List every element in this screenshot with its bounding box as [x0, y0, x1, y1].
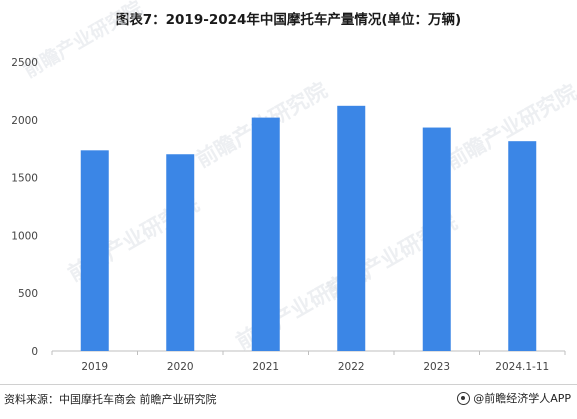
footer-divider	[0, 384, 577, 385]
y-tick-label: 2500	[11, 57, 38, 69]
bar-2019	[80, 150, 109, 351]
bar-2020	[166, 154, 195, 351]
x-axis: 2019 2020 2021 2022 2023 2024.1-11	[51, 351, 566, 373]
y-tick-label: 500	[18, 288, 38, 300]
bar-chart: 0 500 1000 1500 2000 2500 2019 2020 2021 2022 202…	[11, 57, 566, 373]
brand-label: @前瞻经济学人APP	[473, 392, 571, 405]
x-tick-label: 2020	[167, 361, 194, 373]
x-tick-label: 2021	[252, 361, 279, 373]
chart-title: 图表7：2019-2024年中国摩托车产量情况(单位：万辆)	[115, 12, 462, 28]
y-tick-label: 1500	[11, 173, 38, 185]
bar-2023	[422, 127, 451, 351]
x-tick-label: 2019	[81, 361, 108, 373]
y-tick-label: 1000	[11, 230, 38, 242]
x-tick-label: 2024.1-11	[495, 361, 549, 373]
bar-2024.1-11	[508, 141, 537, 351]
y-tick-label: 2000	[11, 115, 38, 127]
brand-credit: @前瞻经济学人APP	[457, 390, 571, 406]
source-note: 资料来源：中国摩托车商会 前瞻产业研究院	[4, 393, 217, 406]
qianzhan-logo-icon	[457, 391, 471, 405]
x-tick-label: 2022	[338, 361, 365, 373]
bars	[80, 105, 537, 351]
y-tick-label: 0	[31, 346, 38, 358]
bar-2021	[251, 117, 280, 351]
x-tick-label: 2023	[423, 361, 450, 373]
bar-2022	[337, 105, 366, 351]
